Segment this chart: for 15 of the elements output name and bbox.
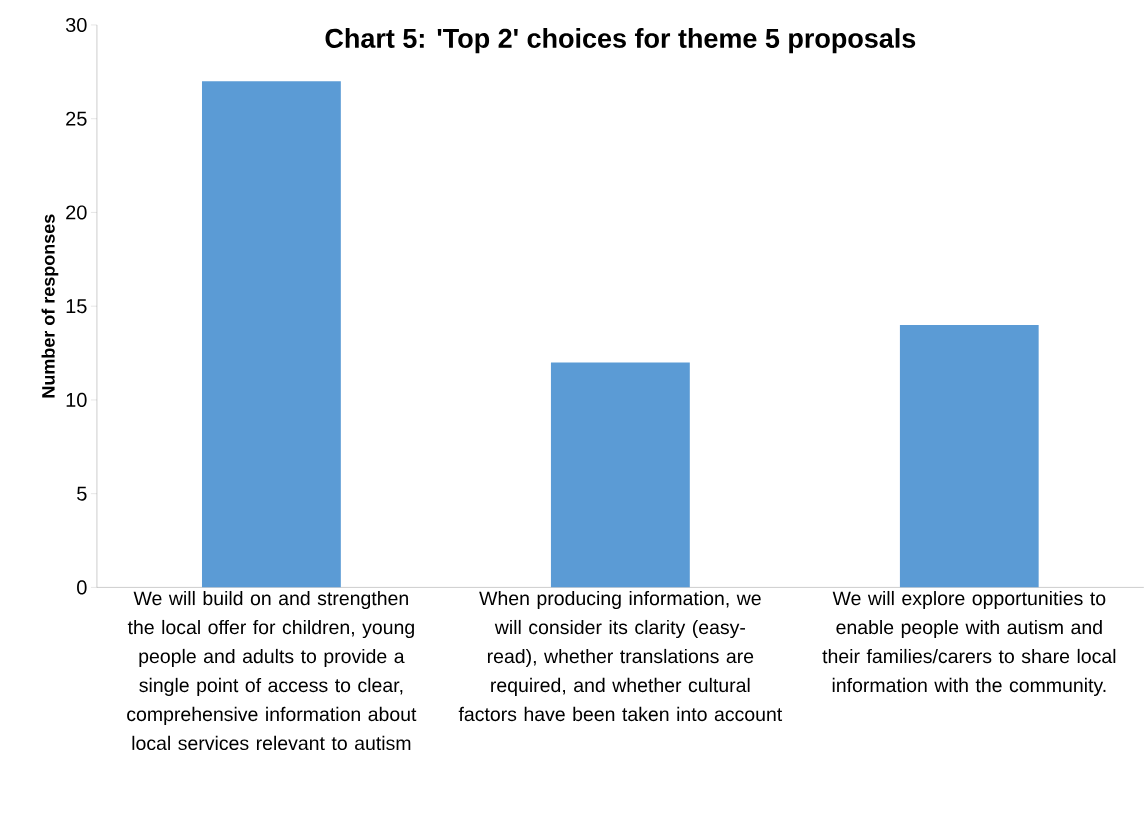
y-tick-label: 20 (66, 205, 87, 220)
y-tick-label: 30 (65, 17, 87, 32)
bar (899, 324, 1039, 588)
x-tick-label: We will explore opportunities to enable people with autism and their families/carers to share local information with the community. (822, 590, 1116, 696)
x-tick-label: We will build on and strengthen the local offer for children, young people and adults to provide a single point of access to clear, comprehensive information about local services relevant to autism (127, 590, 417, 751)
y-tick-label: 25 (66, 111, 87, 126)
x-tick-label: When producing information, we will consider its clarity (easy-read), whether translations are required, and whether cultural factors have been taken into account (458, 590, 783, 722)
y-tick-label: 10 (66, 392, 87, 407)
y-tick-label: 15 (66, 299, 87, 314)
chart-title: Chart 5: 'Top 2' choices for theme 5 proposals (325, 28, 916, 54)
bar (201, 81, 341, 588)
y-tick-label: 0 (77, 580, 87, 595)
y-axis-title: Number of responses (41, 214, 59, 398)
y-tick-label: 5 (77, 486, 87, 501)
bar (550, 362, 690, 588)
